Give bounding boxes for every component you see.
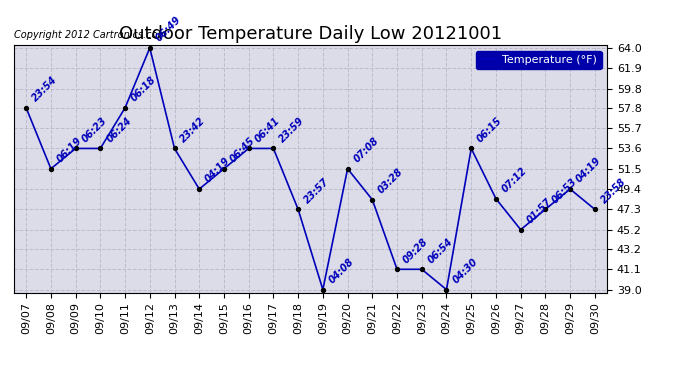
Text: 06:53: 06:53	[549, 176, 578, 205]
Text: 09:28: 09:28	[401, 236, 430, 265]
Text: 23:59: 23:59	[277, 116, 306, 144]
Point	[293, 206, 304, 212]
Text: 04:19: 04:19	[204, 156, 233, 185]
Text: 06:49: 06:49	[154, 15, 183, 44]
Text: 06:18: 06:18	[129, 75, 158, 104]
Point	[119, 105, 130, 111]
Text: 04:08: 04:08	[327, 256, 356, 285]
Point	[95, 146, 106, 152]
Text: 06:54: 06:54	[426, 236, 455, 265]
Point	[144, 45, 155, 51]
Point	[70, 146, 81, 152]
Point	[391, 266, 402, 272]
Legend: Temperature (°F): Temperature (°F)	[475, 51, 602, 69]
Text: 23:42: 23:42	[179, 116, 208, 144]
Text: 23:58: 23:58	[599, 176, 628, 205]
Point	[540, 206, 551, 212]
Point	[491, 196, 502, 202]
Point	[441, 286, 452, 292]
Text: 04:19: 04:19	[574, 156, 603, 185]
Point	[367, 197, 378, 203]
Text: 01:57: 01:57	[525, 196, 554, 225]
Point	[268, 146, 279, 152]
Point	[219, 166, 230, 172]
Point	[342, 166, 353, 172]
Point	[169, 146, 180, 152]
Point	[46, 166, 57, 172]
Text: 06:41: 06:41	[253, 116, 282, 144]
Text: 06:45: 06:45	[228, 136, 257, 165]
Point	[243, 146, 254, 152]
Point	[317, 286, 328, 292]
Point	[21, 105, 32, 111]
Point	[564, 186, 575, 192]
Text: 23:57: 23:57	[302, 176, 331, 205]
Point	[416, 266, 427, 272]
Text: Copyright 2012 Cartronics.com: Copyright 2012 Cartronics.com	[14, 30, 167, 40]
Text: 06:23: 06:23	[80, 116, 109, 144]
Text: 04:30: 04:30	[451, 256, 480, 285]
Text: 03:28: 03:28	[377, 166, 406, 195]
Point	[466, 146, 477, 152]
Text: 07:12: 07:12	[500, 166, 529, 195]
Point	[515, 226, 526, 232]
Text: 06:15: 06:15	[475, 116, 504, 144]
Text: 06:19: 06:19	[55, 136, 84, 165]
Text: 23:54: 23:54	[30, 75, 59, 104]
Point	[589, 206, 600, 212]
Point	[194, 186, 205, 192]
Text: 06:24: 06:24	[104, 116, 133, 144]
Title: Outdoor Temperature Daily Low 20121001: Outdoor Temperature Daily Low 20121001	[119, 26, 502, 44]
Text: 07:08: 07:08	[352, 136, 381, 165]
